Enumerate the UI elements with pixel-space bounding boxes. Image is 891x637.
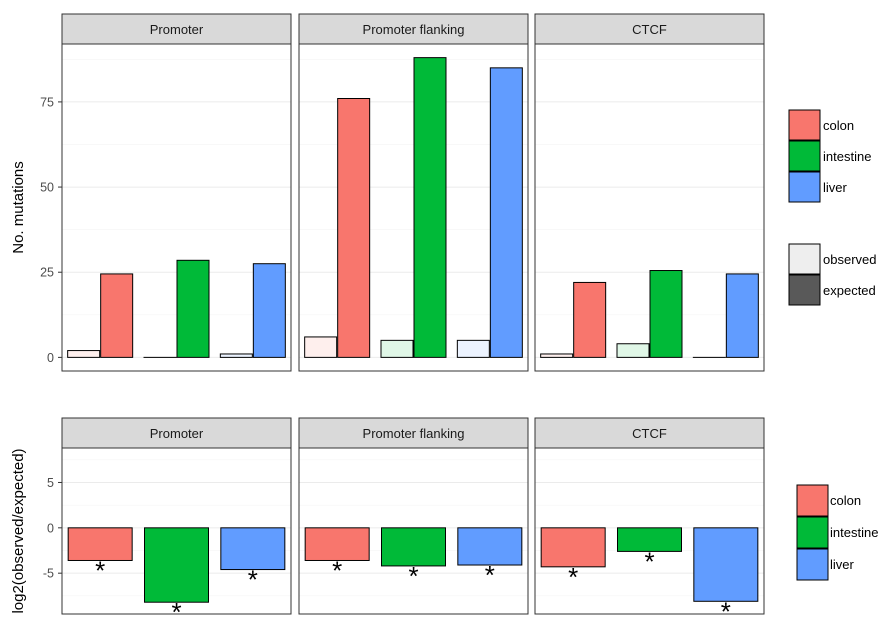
bar-expected-ctcf-colon: [540, 353, 574, 358]
legend-label-intestine: intestine: [823, 149, 871, 164]
facet-strip-promoter: [61, 417, 292, 449]
panel-border: [534, 43, 765, 372]
bar-observed-promoter-colon: [100, 273, 134, 358]
legend-label-observed: observed: [823, 252, 876, 267]
bar-promoter-flanking-intestine: [381, 527, 446, 567]
legend-label-colon: colon: [823, 118, 854, 133]
bar-ctcf-intestine: [617, 527, 682, 552]
significance-marker: *: [485, 560, 495, 590]
legend-label-liver: liver: [823, 180, 848, 195]
bar-expected-promoter-liver: [219, 353, 253, 358]
y-axis-title: log2(observed/expected): [10, 448, 27, 613]
y-tick-label: 75: [40, 95, 54, 109]
facet-strip-ctcf: [534, 13, 765, 45]
significance-marker: *: [171, 597, 181, 627]
y-axis-title: No. mutations: [10, 161, 27, 254]
bar-promoter-flanking-colon: [304, 527, 370, 561]
legend-label-liver: liver: [830, 557, 855, 572]
facet-strip-promoter-flanking: [298, 13, 529, 45]
legend-swatch-intestine: [788, 140, 821, 172]
significance-marker: *: [568, 562, 578, 592]
legend-swatch-colon: [796, 484, 829, 517]
bar-expected-promoter-flanking-intestine: [380, 339, 414, 358]
facet-strip-promoter-flanking: [298, 417, 529, 449]
panel-border: [298, 447, 529, 615]
bar-ctcf-liver: [693, 527, 759, 602]
legend-swatch-intestine: [796, 516, 829, 549]
bar-expected-ctcf-intestine: [616, 343, 650, 358]
bar-promoter-intestine: [144, 527, 209, 603]
bar-observed-ctcf-liver: [725, 273, 759, 358]
legend-label-expected: expected: [823, 283, 876, 298]
y-tick-label: 50: [40, 181, 54, 195]
bar-promoter-colon: [67, 527, 133, 561]
legend-swatch-liver: [788, 171, 821, 203]
y-tick-label: 5: [47, 476, 54, 490]
significance-marker: *: [332, 555, 342, 585]
significance-marker: *: [248, 565, 258, 595]
y-tick-label: 25: [40, 266, 54, 280]
bar-observed-promoter-flanking-colon: [337, 98, 371, 358]
bar-promoter-liver: [220, 527, 286, 571]
legend-swatch-liver: [796, 548, 829, 581]
significance-marker: *: [721, 596, 731, 626]
y-tick-label: -5: [43, 567, 54, 581]
significance-marker: *: [408, 561, 418, 591]
legend-label-intestine: intestine: [830, 525, 878, 540]
bar-expected-promoter-flanking-colon: [304, 336, 338, 358]
bar-observed-promoter-flanking-liver: [489, 67, 523, 358]
panel-border: [298, 43, 529, 372]
legend-swatch-expected: [788, 274, 821, 306]
panel-border: [61, 447, 292, 615]
panel-border: [61, 43, 292, 372]
bar-expected-promoter-flanking-liver: [456, 339, 490, 358]
bar-observed-promoter-intestine: [176, 259, 210, 358]
bar-observed-ctcf-colon: [573, 281, 607, 358]
legend-swatch-observed: [788, 243, 821, 275]
facet-label-ctcf: CTCF: [632, 426, 667, 441]
facet-strip-promoter: [61, 13, 292, 45]
bar-observed-promoter-liver: [252, 263, 286, 358]
facet-label-promoter-flanking: Promoter flanking: [363, 426, 465, 441]
facet-label-promoter: Promoter: [150, 22, 204, 37]
significance-marker: *: [644, 546, 654, 576]
y-tick-label: 0: [47, 521, 54, 535]
y-tick-label: 0: [47, 351, 54, 365]
bar-observed-ctcf-intestine: [649, 270, 683, 358]
bar-observed-promoter-flanking-intestine: [413, 57, 447, 358]
bar-expected-promoter-colon: [67, 350, 101, 358]
facet-label-ctcf: CTCF: [632, 22, 667, 37]
panel-border: [534, 447, 765, 615]
legend-swatch-colon: [788, 109, 821, 141]
significance-marker: *: [95, 555, 105, 585]
bar-ctcf-colon: [540, 527, 606, 568]
legend-label-colon: colon: [830, 493, 861, 508]
facet-label-promoter: Promoter: [150, 426, 204, 441]
bar-promoter-flanking-liver: [457, 527, 523, 566]
facet-label-promoter-flanking: Promoter flanking: [363, 22, 465, 37]
